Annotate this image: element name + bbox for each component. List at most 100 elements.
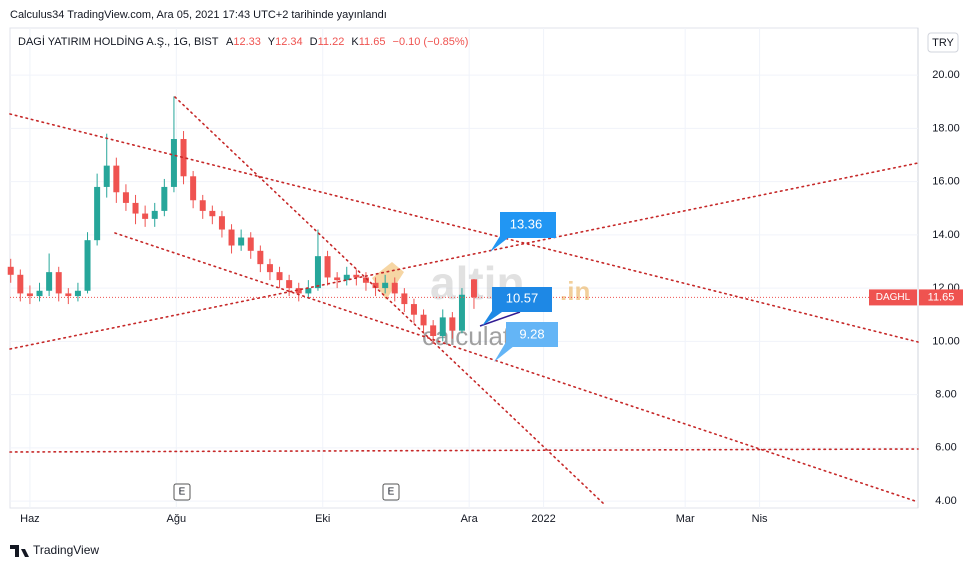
y-tick-label: 4.00: [935, 495, 956, 507]
candle-body: [142, 213, 149, 219]
candle-body: [439, 317, 446, 337]
ohlc-value: 11.22: [318, 36, 345, 48]
y-tick-label: 18.00: [932, 122, 960, 134]
candle-body: [372, 282, 379, 289]
candle-body: [343, 274, 350, 281]
ohlc-letter: D: [310, 36, 318, 48]
candle-body: [362, 277, 369, 283]
ohlc-letter: Y: [268, 36, 276, 48]
candle-body: [218, 216, 225, 230]
candle-body: [151, 210, 158, 219]
y-tick-label: 10.00: [932, 335, 960, 347]
watermark-suffix: .in: [560, 276, 590, 306]
candle-body: [26, 293, 33, 297]
candle-body: [470, 279, 477, 298]
x-tick-label: Haz: [20, 513, 40, 525]
candle-body: [113, 165, 120, 193]
callout-label: 13.36: [510, 216, 543, 231]
candle-body: [353, 274, 360, 278]
grid: [10, 28, 918, 508]
candle-body: [122, 192, 129, 203]
ohlc-value: 12.34: [275, 36, 303, 48]
earnings-marker[interactable]: [382, 483, 400, 501]
candle-body: [65, 293, 72, 297]
candles: [7, 96, 918, 345]
tradingview-logo: [10, 545, 29, 557]
symbol-tag-label: DAGHL: [876, 292, 911, 303]
candle-body: [314, 256, 321, 289]
footer-brand: TradingView: [33, 543, 99, 557]
candle-body: [295, 288, 302, 294]
candle-body: [46, 272, 53, 291]
ohlc-letter: K: [351, 36, 359, 48]
candle-body: [180, 139, 187, 177]
y-tick-label: 8.00: [935, 388, 956, 400]
price-callout: [490, 212, 556, 252]
candle-body: [170, 139, 177, 187]
ohlc-legend: A12.33 Y12.34 D11.22 K11.65 −0.10 (−0.85…: [226, 36, 468, 48]
x-tick-label: Ağu: [167, 513, 187, 525]
currency-label: TRY: [932, 37, 954, 49]
published-note: Calculus34 TradingView.com, Ara 05, 2021…: [10, 9, 387, 21]
trend-line: [9, 162, 919, 350]
y-tick-label: 6.00: [935, 442, 956, 454]
candle-body: [430, 325, 437, 337]
x-tick-label: Nis: [752, 513, 768, 525]
x-tick-label: Mar: [676, 513, 695, 525]
candle-body: [84, 240, 91, 291]
footer: TradingView: [10, 543, 99, 557]
candle-body: [209, 210, 216, 217]
candle-body: [266, 264, 273, 273]
candle-body: [334, 277, 341, 281]
candle-body: [190, 176, 197, 201]
callout-label: 10.57: [506, 290, 539, 305]
x-tick-label: 2022: [531, 513, 555, 525]
candle-body: [36, 290, 43, 297]
candle-body: [94, 186, 101, 241]
y-tick-label: 14.00: [932, 229, 960, 241]
candle-body: [257, 250, 264, 265]
candle-body: [305, 288, 312, 294]
ohlc-letter: A: [226, 36, 234, 48]
candle-body: [410, 304, 417, 315]
x-tick-label: Eki: [315, 513, 330, 525]
price-callout: [482, 287, 552, 326]
candle-body: [458, 294, 465, 331]
candle-body: [161, 186, 168, 211]
trend-line: [9, 113, 919, 343]
drawings: 13.36 9.28 10.57: [9, 96, 919, 506]
candle-body: [132, 202, 139, 214]
currency-button[interactable]: [927, 32, 959, 53]
earnings-marker[interactable]: [173, 483, 191, 501]
candle-body: [17, 274, 24, 294]
symbol-tag: [869, 289, 917, 306]
trend-line: [114, 232, 919, 503]
ohlc-value: 11.65: [359, 36, 386, 48]
price-callout: [494, 322, 558, 362]
ohlc-value: 12.33: [233, 36, 261, 48]
drawn-segment: [479, 311, 521, 327]
x-tick-label: Ara: [461, 513, 479, 525]
candle-body: [55, 272, 62, 294]
y-tick-label: 16.00: [932, 176, 960, 188]
candle-body: [382, 282, 389, 289]
candle-body: [103, 165, 110, 187]
candle-body: [74, 290, 81, 297]
candle-body: [324, 256, 331, 278]
candle-body: [228, 229, 235, 246]
candle-body: [401, 293, 408, 305]
price-tag: [919, 289, 963, 306]
candle-body: [247, 237, 254, 251]
earnings-label: E: [179, 487, 186, 498]
legend: DAGİ YATIRIM HOLDİNG A.Ş., 1G, BIST A12.…: [18, 35, 468, 48]
symbol-title: DAGİ YATIRIM HOLDİNG A.Ş., 1G, BIST: [18, 35, 219, 48]
candle-body: [7, 266, 14, 275]
axes: 4.006.008.0010.0012.0014.0016.0018.0020.…: [20, 69, 963, 525]
callout-label: 9.28: [519, 326, 544, 341]
candle-body: [276, 272, 283, 281]
candle-body: [391, 282, 398, 294]
y-tick-label: 20.00: [932, 69, 960, 81]
trend-line: [174, 96, 606, 506]
